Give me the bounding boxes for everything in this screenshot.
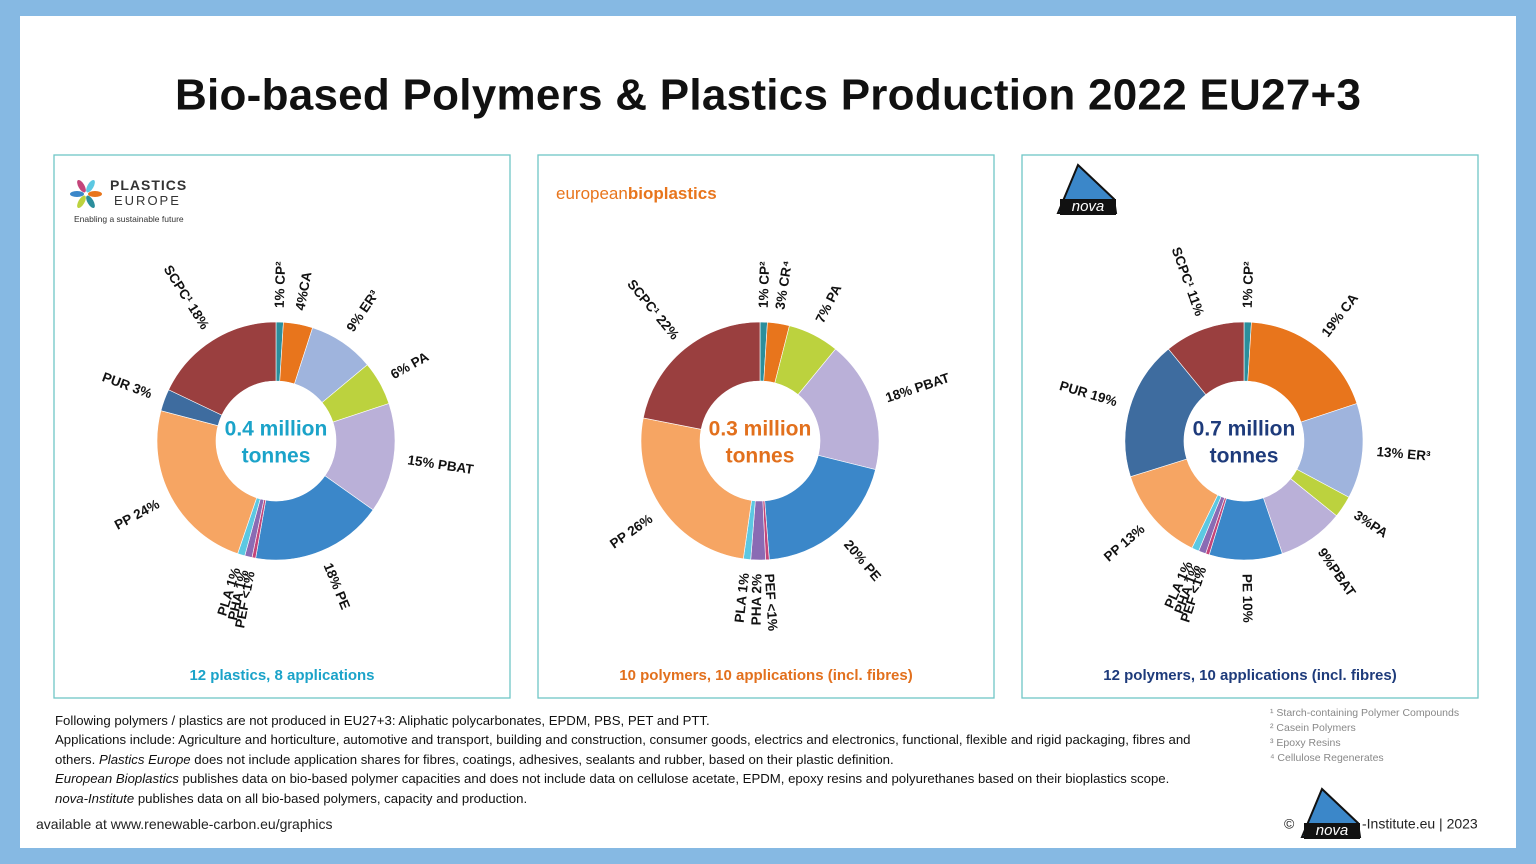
logo-petal <box>77 179 86 193</box>
logo-tagline: Enabling a sustainable future <box>74 214 184 224</box>
note-text: Applications include: Agriculture and ho… <box>55 732 1191 767</box>
note-text: nova-Institute <box>55 790 135 806</box>
slice-label: 3% CR⁴ <box>772 259 795 310</box>
copyright: © <box>1284 816 1295 832</box>
note-text: Following polymers / plastics are not pr… <box>55 713 710 728</box>
slice-label: 1% CP² <box>756 261 772 308</box>
slice-label: SCPC¹ 22% <box>624 277 682 343</box>
center-label: tonnes <box>1210 445 1279 468</box>
note: European Bioplastics publishes data on b… <box>55 769 1215 788</box>
slice-label: 15% PBAT <box>407 452 476 477</box>
logo-petal <box>77 195 86 209</box>
nova-text: nova <box>1072 198 1105 215</box>
donut-hole <box>700 381 820 501</box>
donut-hole <box>1184 381 1304 501</box>
slice-label: 3%PA <box>1351 508 1391 541</box>
center-label: tonnes <box>726 445 795 468</box>
slice-label: 19% CA <box>1318 290 1361 339</box>
center-label: tonnes <box>242 445 311 468</box>
nova-logo: nova <box>1056 163 1118 215</box>
note: Following polymers / plastics are not pr… <box>55 711 1215 730</box>
panel <box>1021 154 1479 699</box>
logo-petal <box>86 179 95 193</box>
nova-text: nova <box>1316 822 1349 839</box>
logo-petal <box>86 195 95 209</box>
note-text: publishes data on all bio-based polymers… <box>134 790 528 806</box>
slice-label: PE 10% <box>1240 574 1256 623</box>
footnote: ¹ Starch-containing Polymer Compounds <box>1270 707 1460 719</box>
nova-bar <box>1060 199 1116 215</box>
panel-subtitle: 12 polymers, 10 applications (incl. fibr… <box>1103 667 1396 684</box>
slice-label: 7% PA <box>813 282 845 326</box>
logo-petal <box>70 191 84 197</box>
slice-label: PEF <1% <box>762 573 781 631</box>
note-text: publishes data on bio-based polymer capa… <box>178 771 1170 787</box>
slice-label: 1% CP² <box>1240 261 1256 308</box>
logo-text: bioplastics <box>628 184 717 203</box>
logo-text: PLASTICS <box>110 177 187 193</box>
slice-label: 20% PE <box>841 537 884 584</box>
center-label: 0.7 million <box>1193 418 1296 441</box>
footnotes: ¹ Starch-containing Polymer Compounds ² C… <box>1270 706 1459 766</box>
slice-label: PUR 19% <box>1058 378 1119 409</box>
panel <box>537 154 995 699</box>
notes: Following polymers / plastics are not pr… <box>55 711 1215 808</box>
logo: europeanbioplastics <box>556 184 717 203</box>
nova-logo: nova <box>1300 787 1362 839</box>
slice-label: PP 24% <box>112 496 162 532</box>
footnote: ³ Epoxy Resins <box>1270 737 1341 749</box>
center-label: 0.4 million <box>225 418 328 441</box>
slice-label: 4%CA <box>293 270 315 311</box>
note-text: does not include application shares for … <box>190 751 894 767</box>
panel-subtitle: 12 plastics, 8 applications <box>189 667 374 684</box>
logo-petal <box>88 191 102 197</box>
slice-label: PP 26% <box>607 511 655 551</box>
note: nova-Institute publishes data on all bio… <box>55 789 1215 808</box>
logo-text: EUROPE <box>114 193 181 208</box>
donut-hole <box>216 381 336 501</box>
slice-label: 13% ER³ <box>1376 444 1432 464</box>
footnote: ⁴ Cellulose Regenerates <box>1270 752 1384 764</box>
note-text: European Bioplastics <box>55 771 179 787</box>
slice-label: PHA 2% <box>749 574 765 625</box>
center-label: 0.3 million <box>709 418 812 441</box>
logo-text: european <box>556 184 628 203</box>
slice-label: 18% PBAT <box>884 370 953 405</box>
note-text: Plastics Europe <box>99 751 191 767</box>
slice-label: 6% PA <box>388 349 431 382</box>
note: Applications include: Agriculture and ho… <box>55 730 1215 769</box>
slice-label: 9% ER³ <box>343 287 382 334</box>
title: Bio-based Polymers & Plastics Production… <box>175 71 1361 120</box>
slice-label: 9%PBAT <box>1315 545 1359 600</box>
panel-subtitle: 10 polymers, 10 applications (incl. fibr… <box>619 667 912 684</box>
copyright: -Institute.eu | 2023 <box>1362 816 1478 832</box>
slice-label: 18% PE <box>321 561 353 612</box>
panel <box>53 154 511 699</box>
slice-label: SCPC¹ 11% <box>1169 245 1207 318</box>
slice-label: SCPC¹ 18% <box>161 262 213 332</box>
slice-label: 1% CP² <box>272 261 288 308</box>
slice-label: PP 13% <box>1101 521 1148 564</box>
slice-label: PUR 3% <box>100 369 154 401</box>
footnote: ² Casein Polymers <box>1270 722 1356 734</box>
link: available at www.renewable-carbon.eu/gra… <box>36 816 333 832</box>
nova-bar <box>1304 823 1360 839</box>
slice-label: PLA 1% <box>732 572 752 623</box>
